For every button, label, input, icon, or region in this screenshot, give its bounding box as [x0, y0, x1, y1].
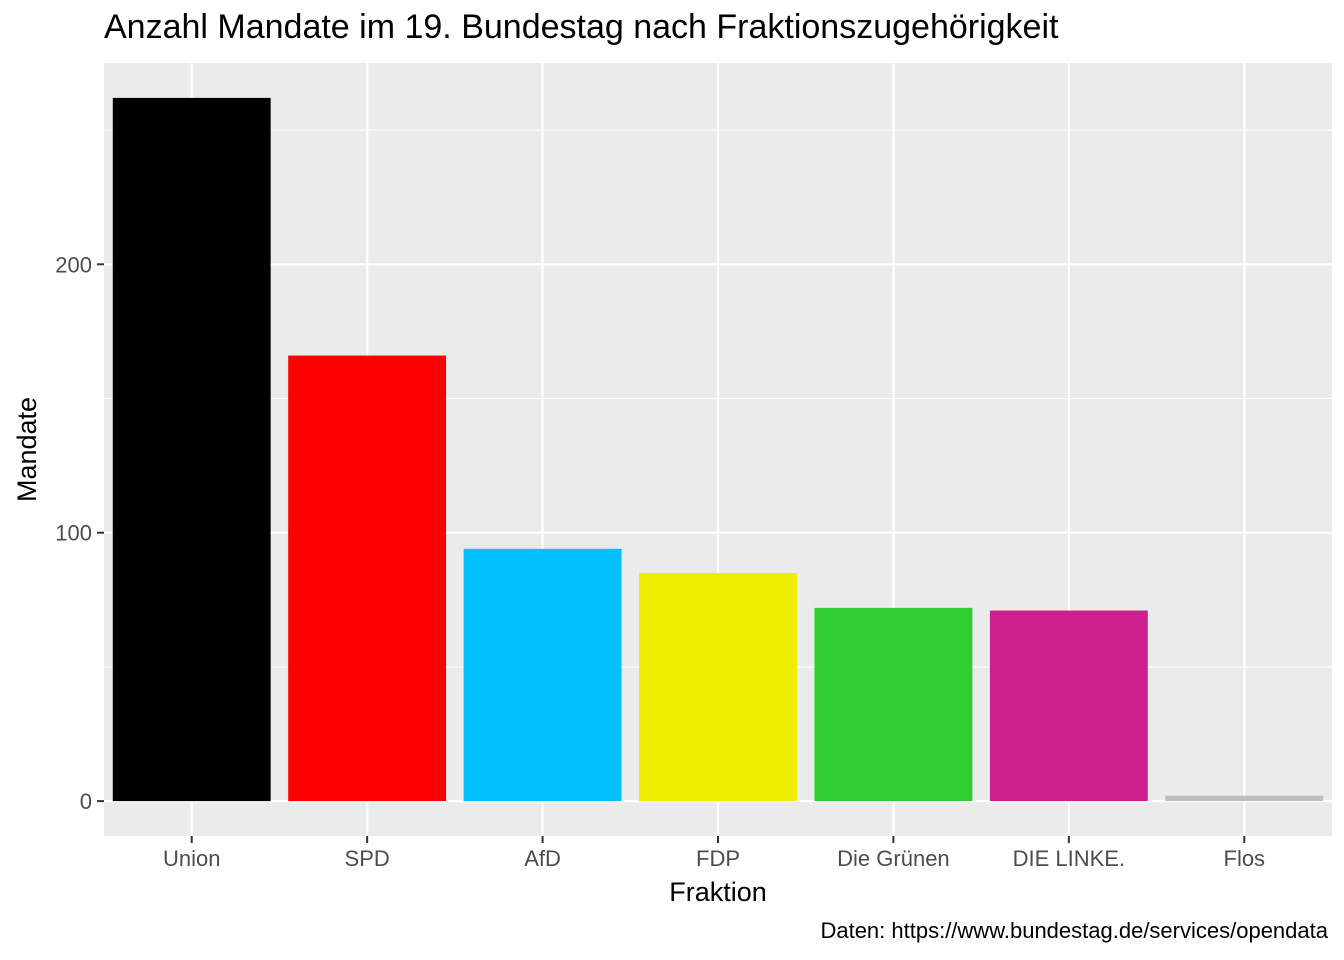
bar-spd: [288, 355, 447, 802]
chart-title: Anzahl Mandate im 19. Bundestag nach Fra…: [104, 8, 1059, 46]
x-tick-label: Die Grünen: [837, 846, 950, 871]
x-tick-label: DIE LINKE.: [1013, 846, 1125, 871]
bar-die-grünen: [814, 607, 973, 802]
x-tick-label: SPD: [345, 846, 390, 871]
data-source-caption: Daten: https://www.bundestag.de/services…: [820, 918, 1328, 943]
x-tick-label: AfD: [524, 846, 561, 871]
y-tick-label: 100: [55, 521, 92, 546]
bar-afd: [463, 548, 622, 802]
x-tick-label: Flos: [1224, 846, 1266, 871]
bar-flos: [1165, 795, 1324, 802]
x-axis-title: Fraktion: [669, 877, 767, 907]
y-tick-label: 200: [55, 252, 92, 277]
bar-fdp: [639, 572, 797, 802]
bar-die-linke: [989, 610, 1148, 802]
x-tick-label: FDP: [696, 846, 740, 871]
y-axis-title: Mandate: [12, 397, 42, 502]
y-tick-label: 0: [80, 789, 92, 814]
x-tick-label: Union: [163, 846, 220, 871]
bar-union: [112, 97, 271, 802]
